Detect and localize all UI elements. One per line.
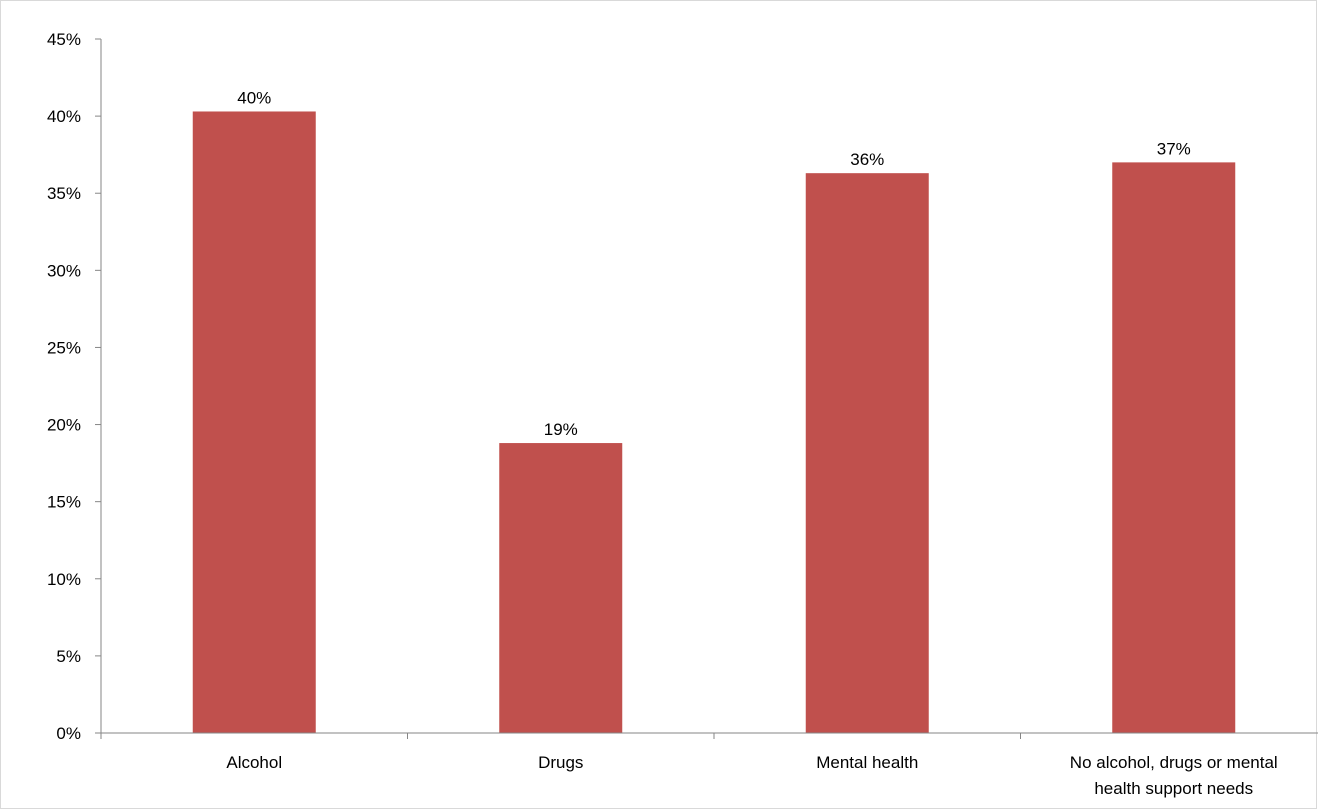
y-tick-label: 15% [47,493,81,512]
y-tick-label: 20% [47,416,81,435]
y-tick-label: 45% [47,30,81,49]
y-tick-label: 40% [47,107,81,126]
data-label: 37% [1157,139,1191,158]
x-category-label: Drugs [538,753,583,772]
y-tick-label: 30% [47,261,81,280]
y-tick-label: 10% [47,570,81,589]
x-axis-ticks [100,733,1021,739]
data-labels: 40% 19% 36% 37% [237,88,1191,439]
x-category-label: Alcohol [226,753,282,772]
y-tick-label: 0% [56,724,81,743]
bar-no-alcohol-drugs-or-mental-health-support-needs [1112,162,1236,733]
y-axis-ticks: 0% 5% 10% 15% 20% 25% 30% 35% 40% 45% [47,30,101,743]
data-label: 19% [544,420,578,439]
data-label: 36% [850,150,884,169]
x-category-label: health support needs [1094,779,1253,798]
bar-alcohol [192,111,316,734]
y-tick-label: 25% [47,338,81,357]
y-tick-label: 35% [47,184,81,203]
x-category-label: No alcohol, drugs or mental [1070,753,1278,772]
bar-drugs [499,443,623,733]
x-category-label: Mental health [816,753,918,772]
y-tick-label: 5% [56,647,81,666]
bars [192,111,1236,734]
bar-mental-health [805,173,929,733]
data-label: 40% [237,88,271,107]
x-axis-labels: Alcohol Drugs Mental health No alcohol, dru… [226,753,1277,798]
